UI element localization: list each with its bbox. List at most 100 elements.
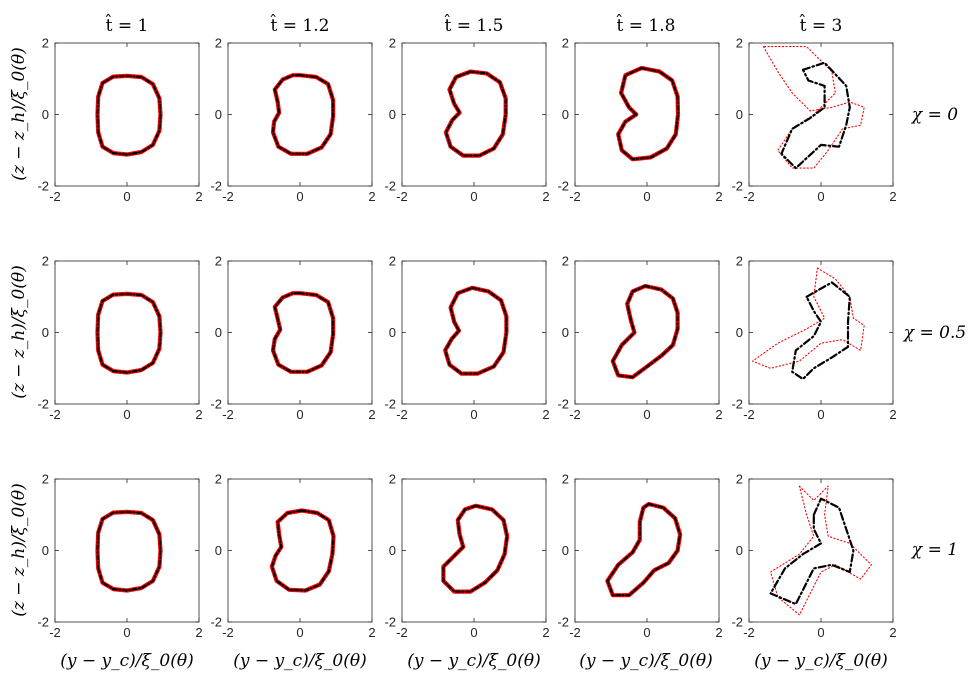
panel-r2-c3: -2 0 2 -2 0 2 <box>384 254 549 423</box>
y-tick-label: -2 <box>384 615 396 630</box>
x-tick-label: -2 <box>396 625 408 640</box>
x-tick-label: 2 <box>715 407 722 422</box>
x-tick-label: 0 <box>470 625 477 640</box>
x-tick-label: 2 <box>368 407 375 422</box>
y-tick-label: 0 <box>42 107 49 122</box>
row-label-2: χ = 0.5 <box>903 323 966 343</box>
xlabel-col-5: (y − y_c)/ξ_0(θ) <box>754 651 887 671</box>
series-black-curve <box>611 284 679 379</box>
series-black-curve <box>606 502 682 597</box>
col-title-1: t̂ = 1 <box>105 14 148 36</box>
y-tick-label: -2 <box>384 179 396 194</box>
panel-r3-c5: -2 0 2 -2 0 2 <box>731 472 896 641</box>
x-tick-label: 2 <box>195 625 202 640</box>
x-tick-label: -2 <box>569 625 581 640</box>
y-axis-labels: (z − z_h)/ξ_0(θ) (z − z_h)/ξ_0(θ) (z − z… <box>9 47 29 617</box>
x-tick-label: 2 <box>889 407 896 422</box>
col-title-4: t̂ = 1.8 <box>616 14 675 36</box>
axes-box <box>227 478 373 623</box>
x-axis-labels: (y − y_c)/ξ_0(θ) (y − y_c)/ξ_0(θ) (y − y… <box>60 651 887 671</box>
panel-r1-c4: -2 0 2 -2 0 2 <box>557 36 722 205</box>
series-red-curve <box>752 267 865 369</box>
y-tick-label: 2 <box>562 254 569 269</box>
col-title-5: t̂ = 3 <box>799 14 842 36</box>
y-tick-label: 0 <box>215 325 222 340</box>
series-black-curve <box>271 74 335 155</box>
x-tick-label: -2 <box>743 407 755 422</box>
x-tick-label: 0 <box>817 189 824 204</box>
series-red-curve <box>95 73 163 157</box>
panel-r2-c4: -2 0 2 -2 0 2 <box>557 254 722 423</box>
axes-box <box>748 260 894 405</box>
x-tick-label: 2 <box>368 625 375 640</box>
x-tick-label: 0 <box>123 407 130 422</box>
y-tick-label: 2 <box>215 254 222 269</box>
y-tick-label: -2 <box>210 615 222 630</box>
series-black-curve <box>96 292 162 374</box>
xlabel-col-4: (y − y_c)/ξ_0(θ) <box>579 651 712 671</box>
panel-r3-c3: -2 0 2 -2 0 2 <box>384 472 549 641</box>
y-tick-label: 2 <box>736 472 743 487</box>
col-title-2: t̂ = 1.2 <box>270 14 329 36</box>
axes-box <box>574 260 720 405</box>
y-tick-label: 0 <box>389 325 396 340</box>
y-tick-label: 2 <box>389 254 396 269</box>
x-tick-label: 2 <box>542 407 549 422</box>
y-tick-label: 0 <box>215 543 222 558</box>
x-tick-label: -2 <box>49 189 61 204</box>
series-black-curve <box>442 504 509 593</box>
y-tick-label: 0 <box>389 543 396 558</box>
y-tick-label: 2 <box>562 472 569 487</box>
x-tick-label: 0 <box>643 189 650 204</box>
x-tick-label: 0 <box>643 625 650 640</box>
y-tick-label: -2 <box>731 615 743 630</box>
y-tick-label: -2 <box>557 615 569 630</box>
series-black-curve <box>270 509 335 592</box>
y-tick-label: 0 <box>736 543 743 558</box>
series-red-curve <box>762 46 865 169</box>
x-tick-label: 2 <box>368 189 375 204</box>
xlabel-col-2: (y − y_c)/ξ_0(θ) <box>233 651 366 671</box>
x-tick-label: 2 <box>195 189 202 204</box>
y-tick-label: -2 <box>557 397 569 412</box>
x-tick-label: 2 <box>542 625 549 640</box>
xlabel-col-1: (y − y_c)/ξ_0(θ) <box>60 651 193 671</box>
y-tick-label: 0 <box>389 107 396 122</box>
axes-box <box>54 42 200 187</box>
y-tick-label: -2 <box>384 397 396 412</box>
xlabel-col-3: (y − y_c)/ξ_0(θ) <box>407 651 540 671</box>
panel-r3-c2: -2 0 2 -2 0 2 <box>210 472 375 641</box>
series-black-curve <box>96 74 162 156</box>
x-tick-label: -2 <box>396 407 408 422</box>
panel-r1-c5: -2 0 2 -2 0 2 <box>731 36 896 205</box>
y-tick-label: -2 <box>557 179 569 194</box>
y-tick-label: 0 <box>736 107 743 122</box>
y-tick-label: -2 <box>37 179 49 194</box>
y-tick-label: 0 <box>215 107 222 122</box>
y-tick-label: -2 <box>731 179 743 194</box>
x-tick-label: 0 <box>643 407 650 422</box>
row-label-1: χ = 0 <box>911 105 958 125</box>
axes-box <box>54 260 200 405</box>
axes-box <box>401 42 547 187</box>
axes-box <box>54 478 200 623</box>
series-black-curve <box>271 292 335 373</box>
axes-box <box>574 42 720 187</box>
series-black-curve <box>96 510 162 592</box>
panel-r1-c3: -2 0 2 -2 0 2 <box>384 36 549 205</box>
x-tick-label: -2 <box>396 189 408 204</box>
panel-r2-c1: -2 0 2 -2 0 2 <box>37 254 202 423</box>
x-tick-label: 2 <box>715 189 722 204</box>
x-tick-label: 0 <box>296 407 303 422</box>
series-black-curve <box>769 497 855 606</box>
x-tick-label: 0 <box>296 625 303 640</box>
x-tick-label: -2 <box>569 407 581 422</box>
panel-r2-c5: -2 0 2 -2 0 2 <box>731 254 896 423</box>
x-tick-label: -2 <box>49 407 61 422</box>
y-tick-label: -2 <box>210 397 222 412</box>
series-black-curve <box>444 70 507 157</box>
x-tick-label: -2 <box>49 625 61 640</box>
col-title-3: t̂ = 1.5 <box>444 14 503 36</box>
y-tick-label: -2 <box>37 397 49 412</box>
